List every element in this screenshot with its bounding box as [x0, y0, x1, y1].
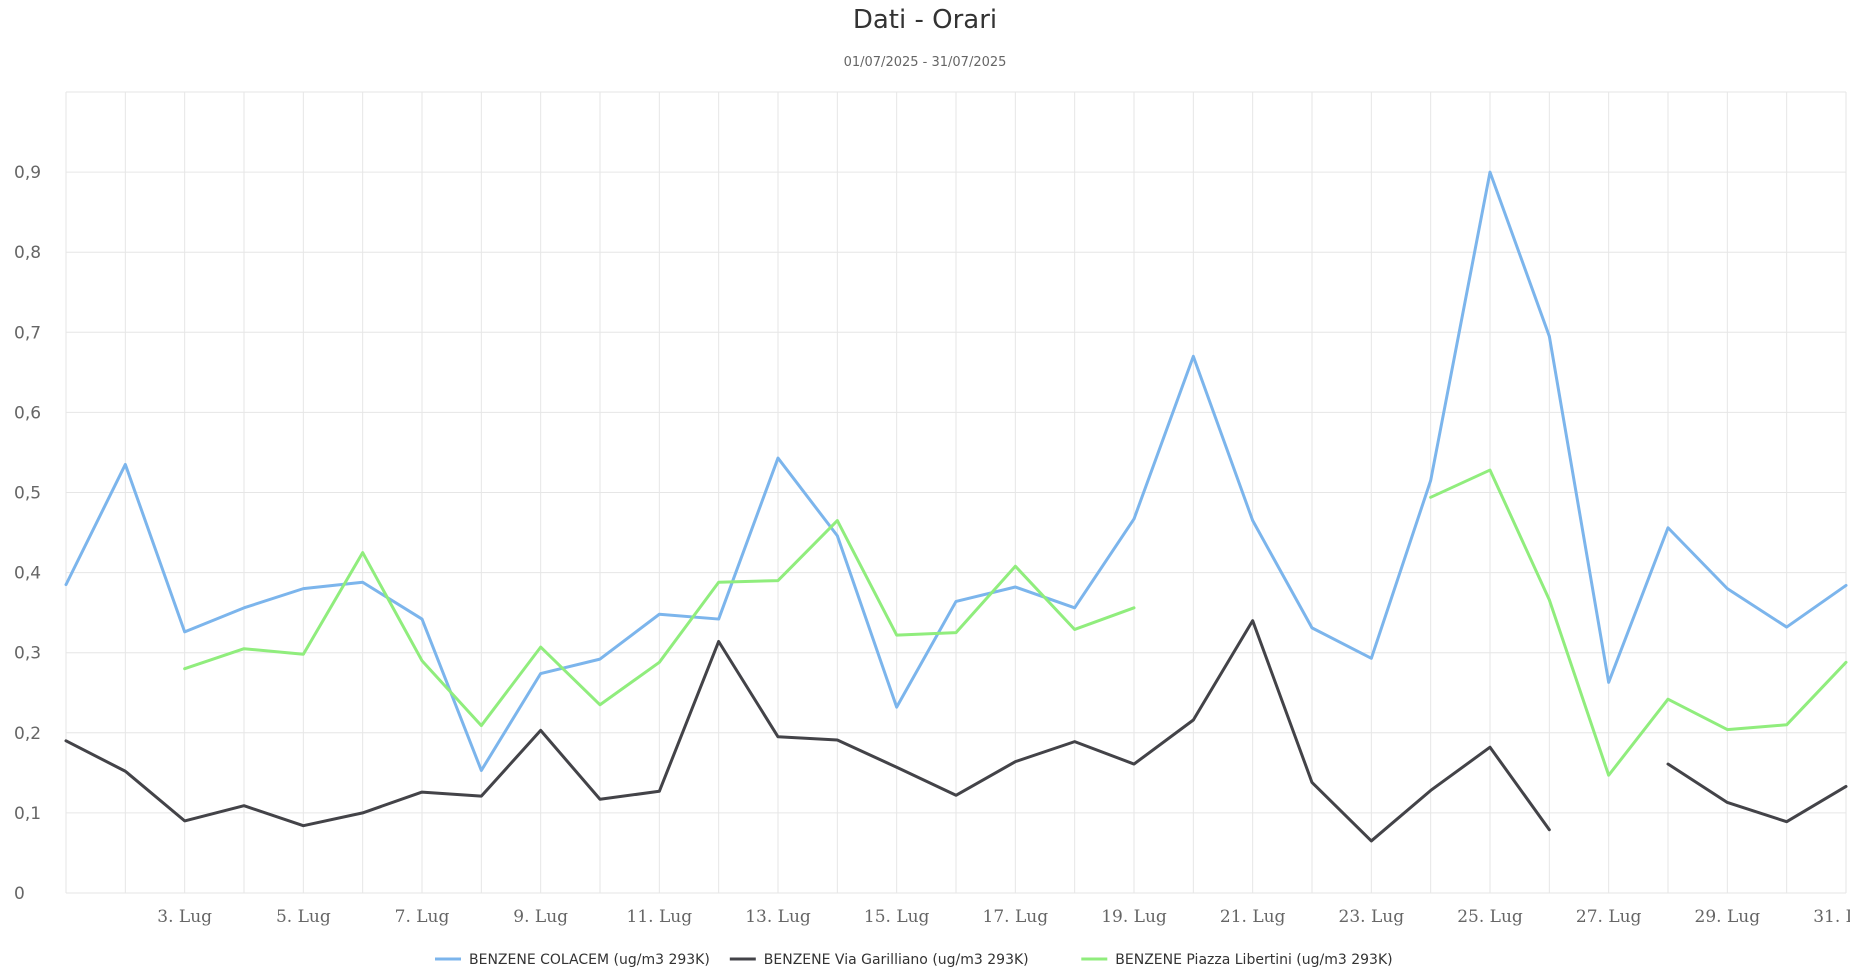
chart-subtitle: 01/07/2025 - 31/07/2025 [843, 55, 1007, 70]
legend[interactable]: BENZENE COLACEM (ug/m3 293K) BENZENE Via … [435, 952, 1393, 968]
y-tick-label: 0,9 [14, 163, 41, 183]
grid [65, 91, 1847, 894]
y-tick-label: 0,2 [14, 724, 41, 744]
series-line-segment [183, 519, 1136, 728]
legend-item-1[interactable]: BENZENE COLACEM (ug/m3 293K) [435, 952, 710, 968]
x-tick-label: 23. Lug [1339, 907, 1405, 927]
legend-label: BENZENE Via Garilliano (ug/m3 293K) [764, 952, 1029, 968]
y-tick-label: 0,3 [14, 644, 41, 664]
x-tick-label: 19. Lug [1101, 907, 1167, 927]
x-tick-label: 11. Lug [627, 907, 693, 927]
y-tick-label: 0,1 [14, 804, 41, 824]
x-tick-label: 3. Lug [157, 907, 212, 927]
x-tick-label: 13. Lug [745, 907, 811, 927]
y-tick-label: 0,6 [14, 403, 41, 423]
series-line-segment [1429, 468, 1848, 777]
x-tick-label: 21. Lug [1220, 907, 1286, 927]
series-2 [64, 619, 1848, 843]
x-tick-label: 9. Lug [513, 907, 568, 927]
legend-label: BENZENE Piazza Libertini (ug/m3 293K) [1115, 952, 1392, 968]
y-tick-label: 0 [14, 884, 25, 904]
x-tick-label: 7. Lug [395, 907, 450, 927]
chart-title: Dati - Orari [852, 5, 998, 35]
series-1 [64, 170, 1848, 772]
y-tick-label: 0,7 [14, 323, 41, 343]
series-line-segment [1666, 762, 1848, 824]
x-tick-label: 25. Lug [1457, 907, 1523, 927]
y-tick-label: 0,8 [14, 243, 41, 263]
series-line-segment [64, 170, 1848, 772]
axes: 0 0,1 0,2 0,3 0,4 0,5 0,6 0,7 0,8 0,9 3. Lug 5. Lug… [14, 163, 1850, 927]
legend-item-2[interactable]: BENZENE Via Garilliano (ug/m3 293K) [729, 952, 1029, 968]
x-tick-label: 5. Lug [276, 907, 331, 927]
y-tick-label: 0,5 [14, 484, 41, 504]
legend-label: BENZENE COLACEM (ug/m3 293K) [469, 952, 710, 968]
series-lines [64, 170, 1848, 843]
x-tick-label: 17. Lug [983, 907, 1049, 927]
x-tick-label: 29. Lug [1695, 907, 1761, 927]
series-3 [183, 468, 1848, 777]
x-tick-label: 31. Lug [1813, 907, 1850, 927]
legend-item-3[interactable]: BENZENE Piazza Libertini (ug/m3 293K) [1081, 952, 1393, 968]
x-tick-label: 15. Lug [864, 907, 930, 927]
y-tick-label: 0,4 [14, 564, 41, 584]
x-tick-label: 27. Lug [1576, 907, 1642, 927]
series-line-segment [64, 619, 1551, 843]
